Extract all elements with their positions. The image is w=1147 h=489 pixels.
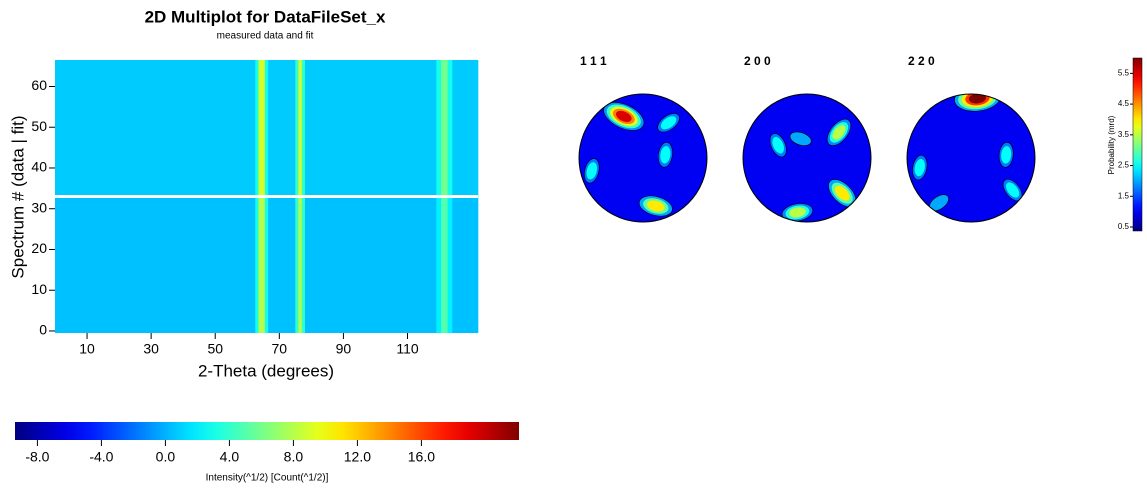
y-tick-label: 20 [31,240,47,256]
colorbar-tick-label: 2.5 [1118,161,1130,170]
pole-figure [907,94,1035,222]
heatmap-cell [255,60,259,197]
colorbar-tick-label: 4.5 [1118,99,1130,108]
pole-outline [906,93,1036,223]
pole-spot [912,154,928,181]
heatmap-cell [304,196,437,333]
colorbar-tick-label: 4.0 [220,449,240,465]
heatmap-cell [447,196,453,333]
chart-title: 2D Multiplot for DataFileSet_x [145,7,386,26]
colorbar-tick-label: 5.5 [1118,68,1130,77]
colorbar [15,422,519,440]
heatmap-cell [264,60,269,197]
y-axis-label: Spectrum # (data | fit) [8,115,27,278]
chart-subtitle: measured data and fit [217,31,314,42]
pole-spot [826,118,852,146]
colorbar [1132,57,1143,232]
pole-outline [742,93,872,223]
heatmap-cell [298,60,303,197]
pole-figure-label: 2 0 0 [744,54,771,68]
pole-figure-label: 1 1 1 [580,54,607,68]
colorbar-tick-label: 0.5 [1118,222,1130,231]
pole-outline [578,93,708,223]
colorbar-label: Intensity(^1/2) [Count(^1/2)] [206,473,329,484]
colorbar-tick-label: 12.0 [344,449,371,465]
pole-spot [998,142,1014,168]
x-axis-label: 2-Theta (degrees) [198,361,334,380]
colorbar-tick-label: 16.0 [408,449,435,465]
heatmap-cell [55,60,256,197]
x-tick-label: 50 [207,341,223,357]
pole-spot [638,195,673,217]
heatmap-cell [298,196,303,333]
x-tick-label: 90 [336,341,352,357]
heatmap-cell [268,60,296,197]
heatmap-cell [258,60,266,197]
pole-spot [1002,178,1023,202]
heatmap-cell [258,196,266,333]
pole-spot [584,158,600,184]
pole-spot [657,113,680,133]
colorbar-tick-label: -8.0 [25,449,49,465]
y-tick-label: 30 [31,199,47,215]
x-tick-label: 30 [143,341,159,357]
pole-background [907,94,1035,222]
heatmap-cell [304,60,437,197]
y-tick-label: 10 [31,281,47,297]
pole-spot [603,102,645,131]
heatmap-cell [255,196,259,333]
heatmap-cell [268,196,296,333]
heatmap-cell [441,60,448,197]
pole-spot [769,133,787,158]
colorbar-tick-label: 8.0 [284,449,304,465]
x-tick-label: 70 [272,341,288,357]
x-tick-label: 10 [79,341,95,357]
colorbar-tick-label: -4.0 [89,449,113,465]
heatmap-cell [452,196,479,333]
y-tick-label: 0 [39,322,47,338]
pole-spot [828,179,857,208]
heatmap-cell [264,196,269,333]
pole-figure [743,94,871,222]
y-tick-label: 50 [31,118,47,134]
heatmap-cell [441,196,448,333]
y-tick-label: 40 [31,159,47,175]
colorbar-tick-label: 0.0 [156,449,176,465]
colorbar-label: Probability (mrd) [1107,115,1116,174]
heatmap-cell [295,60,299,197]
heatmap-cell [301,196,306,333]
heatmap-cell [436,196,442,333]
pole-figure-label: 2 2 0 [908,54,935,68]
pole-spot [781,203,814,222]
pole-spot [789,131,812,146]
pole-figure [579,94,707,222]
heatmap-cell [436,60,442,197]
pole-spot [657,142,673,168]
heatmap-cell [447,60,453,197]
colorbar-tick-label: 1.5 [1118,191,1130,200]
heatmap-cell [295,196,299,333]
heatmap-cell [301,60,306,197]
y-tick-label: 60 [31,77,47,93]
heatmap-cell [452,60,479,197]
x-tick-label: 110 [396,341,419,357]
heatmap-cell [55,196,256,333]
colorbar-tick-label: 3.5 [1118,130,1130,139]
